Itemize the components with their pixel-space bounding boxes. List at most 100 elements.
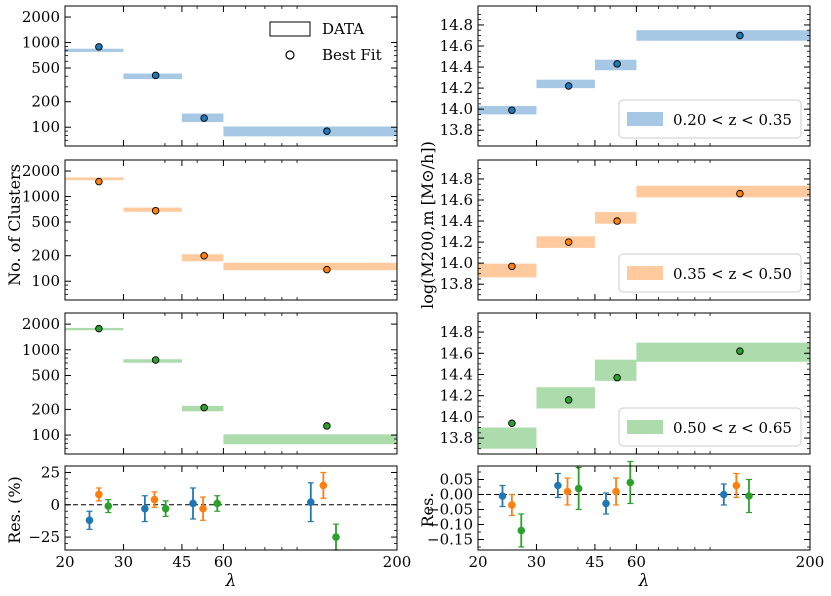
fit-point xyxy=(564,82,573,90)
axes-7: 20 30 45 60 200 −0.15−0.10−0.050.000.05 xyxy=(427,465,825,571)
residual-point xyxy=(602,499,610,508)
residual-point xyxy=(189,499,197,508)
x-tick-label: 30 xyxy=(114,553,133,571)
fit-point xyxy=(736,189,744,198)
fit-point xyxy=(323,422,331,430)
residual-point xyxy=(517,526,526,535)
legend-box xyxy=(618,253,802,293)
data-band xyxy=(594,359,637,381)
y-tick-label: 200 xyxy=(31,247,60,265)
legend-label: 0.50 < z < 0.65 xyxy=(673,419,792,437)
axes-1: 13.8 14.0 14.2 14.4 14.6 14.8 xyxy=(440,5,811,147)
legend-top: DATA Best Fit xyxy=(269,20,382,64)
fit-point xyxy=(736,31,744,40)
fit-point xyxy=(736,347,744,355)
residual-point xyxy=(319,481,328,490)
residual-point xyxy=(745,492,753,500)
data-band xyxy=(478,263,537,278)
legend-swatch xyxy=(627,420,663,434)
y-label-mass: log(M200,m [M⊙/h]) xyxy=(418,141,437,309)
y-tick-label: 14.4 xyxy=(440,58,473,76)
plot-frame xyxy=(477,465,811,551)
y-tick-label: −25 xyxy=(28,528,60,546)
x-tick-label: 45 xyxy=(585,553,604,571)
y-tick-label: −0.15 xyxy=(427,531,473,549)
plot-frame xyxy=(477,5,811,147)
x-tick-label: 200 xyxy=(796,553,825,571)
residual-point xyxy=(141,504,149,513)
panel-layer: 100 200 500 1000 2000 0.20 < z < 0.35 13.8 14.0… xyxy=(22,5,825,571)
legend-redshift-2: 0.50 < z < 0.65 xyxy=(618,407,802,447)
data-band xyxy=(65,327,124,331)
y-tick-label: 500 xyxy=(31,59,60,77)
axes-5: 13.8 14.0 14.2 14.4 14.6 14.8 xyxy=(440,312,811,455)
legend-swatch xyxy=(627,266,663,280)
x-tick-label: 30 xyxy=(527,553,546,571)
data-band xyxy=(223,126,397,137)
legend-swatch xyxy=(627,112,663,126)
y-tick-label: 1000 xyxy=(22,188,60,206)
axes-6: 20 30 45 60 200 −25 0 25 xyxy=(28,463,411,571)
legend-data-label: DATA xyxy=(322,20,364,38)
fit-point xyxy=(323,127,331,135)
plot-frame xyxy=(64,312,398,455)
data-band xyxy=(636,185,810,198)
legend-redshift-0: 0.20 < z < 0.35 xyxy=(618,99,802,139)
y-tick-label: 0.05 xyxy=(440,471,473,489)
residual-point xyxy=(720,490,728,499)
data-band xyxy=(65,177,124,181)
axes-0: 100 200 500 1000 2000 xyxy=(22,5,398,147)
y-tick-label: 14.2 xyxy=(440,387,473,405)
data-band xyxy=(636,30,810,41)
residual-point xyxy=(95,490,103,499)
fit-point xyxy=(200,403,208,412)
y-tick-label: 14.8 xyxy=(440,323,473,341)
y-tick-label: 14.6 xyxy=(440,37,473,55)
y-tick-label: 2000 xyxy=(22,8,60,26)
plot-frame xyxy=(477,312,811,455)
fit-point xyxy=(200,114,208,122)
y-tick-label: 1000 xyxy=(22,34,60,52)
legend-label: 0.35 < z < 0.50 xyxy=(673,265,792,283)
residual-point xyxy=(498,492,507,500)
plot-frame xyxy=(64,465,398,551)
y-tick-label: 14.6 xyxy=(440,191,473,209)
legend-box xyxy=(618,99,802,139)
y-tick-label: 14.4 xyxy=(440,212,473,230)
data-band xyxy=(478,427,537,449)
fit-point xyxy=(95,177,103,186)
axes-3: 13.8 14.0 14.2 14.4 14.6 14.8 xyxy=(440,159,811,301)
data-bands-4 xyxy=(65,324,397,445)
y-tick-label: 14.0 xyxy=(440,408,473,426)
data-band xyxy=(223,262,397,271)
legend-data-swatch xyxy=(269,21,311,37)
fit-point xyxy=(151,206,160,215)
data-band xyxy=(636,342,810,362)
x-tick-label: 45 xyxy=(172,553,191,571)
y-tick-label: 13.8 xyxy=(440,429,473,447)
x-tick-label: 20 xyxy=(55,553,74,571)
fit-point xyxy=(508,262,516,271)
residual-point xyxy=(161,504,170,513)
y-tick-label: 13.8 xyxy=(440,275,473,293)
x-tick-label: 60 xyxy=(627,553,646,571)
fit-point xyxy=(95,324,103,333)
y-tick-label: 100 xyxy=(31,426,60,444)
data-bands-5 xyxy=(478,342,810,449)
residual-point xyxy=(732,481,741,490)
residual-point xyxy=(150,495,159,504)
x-tick-label: 60 xyxy=(214,553,233,571)
data-band xyxy=(223,434,397,445)
residual-point xyxy=(85,516,94,525)
fit-point xyxy=(323,265,331,274)
y-tick-label: 200 xyxy=(31,93,60,111)
residual-point xyxy=(307,498,315,506)
y-tick-label: 13.8 xyxy=(440,121,473,139)
y-tick-label: 25 xyxy=(41,463,60,481)
data-band xyxy=(65,48,124,52)
y-tick-label: 2000 xyxy=(22,162,60,180)
data-bands-2 xyxy=(65,177,397,274)
legend-redshift-1: 0.35 < z < 0.50 xyxy=(618,253,802,293)
residual-points-7 xyxy=(478,460,810,548)
